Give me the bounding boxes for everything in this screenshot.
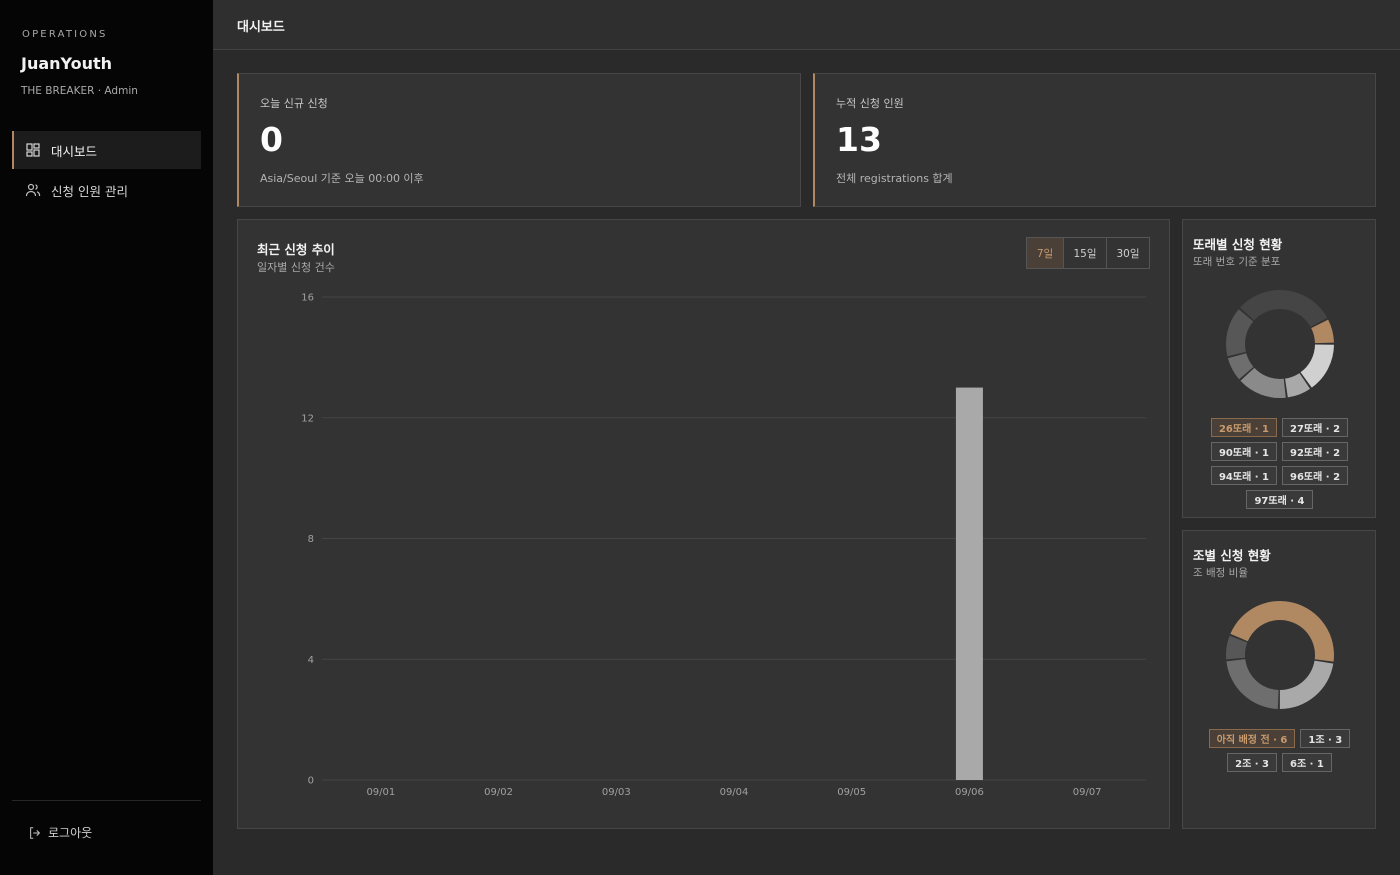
- logout-icon: [30, 826, 41, 839]
- logout-button[interactable]: 로그아웃: [28, 824, 92, 841]
- x-tick-label: 09/04: [720, 787, 749, 798]
- section-label: OPERATIONS: [22, 29, 108, 40]
- stat-label: 오늘 신규 신청: [260, 97, 328, 110]
- x-tick-label: 09/06: [955, 787, 984, 798]
- x-tick-label: 09/02: [484, 787, 513, 798]
- card-subtitle: 조 배정 비율: [1193, 567, 1248, 579]
- logout-label: 로그아웃: [48, 826, 93, 840]
- y-tick-label: 4: [308, 655, 314, 666]
- stat-subtext: 전체 registrations 합계: [836, 172, 953, 185]
- donut-slice[interactable]: [1226, 659, 1279, 709]
- cohort-donut-chart: [1226, 290, 1334, 398]
- donut-slice[interactable]: [1300, 344, 1334, 388]
- legend-chip: 아직 배정 전 · 6: [1208, 729, 1296, 748]
- x-tick-label: 09/03: [602, 787, 631, 798]
- y-tick-label: 12: [301, 413, 314, 424]
- sidebar-item-dashboard[interactable]: 대시보드: [12, 131, 201, 169]
- legend-chip: 1조 · 3: [1300, 729, 1351, 748]
- sidebar-item-label: 대시보드: [51, 143, 98, 159]
- chart-subtitle: 일자별 신청 건수: [257, 261, 335, 274]
- donut-slice[interactable]: [1227, 353, 1254, 380]
- cohort-legend: 26또래 · 1 27또래 · 2 90또래 · 1 92또래 · 2 94또래…: [1183, 418, 1376, 509]
- card-title: 조별 신청 현황: [1193, 548, 1271, 563]
- legend-chip: 26또래 · 1: [1210, 418, 1277, 437]
- users-icon: [25, 182, 41, 198]
- card-subtitle: 또래 번호 기준 분포: [1193, 256, 1281, 268]
- brand-name: JuanYouth: [21, 54, 113, 73]
- page-title: 대시보드: [237, 20, 285, 35]
- stat-subtext: Asia/Seoul 기준 오늘 00:00 이후: [260, 172, 424, 185]
- cohort-card: 또래별 신청 현황 또래 번호 기준 분포 26또래 · 1 27또래 · 2 …: [1182, 219, 1376, 518]
- range-30d-button[interactable]: 30일: [1106, 238, 1149, 268]
- donut-slice[interactable]: [1311, 319, 1334, 344]
- stat-label: 누적 신청 인원: [836, 97, 904, 110]
- card-title: 또래별 신청 현황: [1193, 237, 1283, 252]
- range-7d-button[interactable]: 7일: [1027, 238, 1063, 268]
- dashboard-grid-icon: [25, 142, 41, 158]
- stat-value: 13: [836, 120, 882, 159]
- x-tick-label: 09/07: [1073, 787, 1102, 798]
- donut-slice[interactable]: [1226, 309, 1254, 357]
- chart-title: 최근 신청 추이: [257, 242, 335, 257]
- legend-chip: 92또래 · 2: [1282, 442, 1349, 461]
- legend-chip: 94또래 · 1: [1210, 466, 1277, 485]
- donut-slice[interactable]: [1240, 367, 1286, 398]
- top-header: 대시보드: [213, 0, 1400, 50]
- sidebar-item-label: 신청 인원 관리: [51, 183, 128, 199]
- legend-chip: 97또래 · 4: [1246, 490, 1313, 509]
- sidebar-divider: [12, 800, 201, 801]
- team-card: 조별 신청 현황 조 배정 비율 아직 배정 전 · 6 1조 · 3 2조 ·…: [1182, 530, 1376, 829]
- team-legend: 아직 배정 전 · 6 1조 · 3 2조 · 3 6조 · 1: [1183, 729, 1376, 772]
- bar[interactable]: [955, 387, 983, 780]
- donut-slice[interactable]: [1240, 290, 1328, 327]
- donut-slice[interactable]: [1279, 660, 1334, 709]
- trend-chart-card: 0 4 8 12 16 09/01 09/02 09/03 09/04 09/05 09/06 09/…: [237, 219, 1170, 829]
- legend-chip: 90또래 · 1: [1210, 442, 1277, 461]
- donut-slice[interactable]: [1230, 601, 1334, 662]
- x-tick-label: 09/05: [837, 787, 866, 798]
- stat-value: 0: [260, 120, 283, 159]
- trend-bar-chart: 0 4 8 12 16 09/01 09/02 09/03 09/04 09/05 09/06 09/…: [301, 293, 1146, 798]
- stat-card-today: 오늘 신규 신청 0 Asia/Seoul 기준 오늘 00:00 이후: [237, 73, 801, 207]
- donut-slice[interactable]: [1285, 373, 1311, 398]
- legend-chip: 2조 · 3: [1227, 753, 1277, 772]
- legend-chip: 27또래 · 2: [1282, 418, 1349, 437]
- team-donut-chart: [1226, 601, 1334, 709]
- range-toggle: 7일 15일 30일: [1026, 237, 1150, 269]
- x-tick-label: 09/01: [366, 787, 395, 798]
- legend-chip: 6조 · 1: [1282, 753, 1332, 772]
- donut-slice[interactable]: [1226, 635, 1248, 660]
- y-tick-label: 0: [308, 776, 314, 787]
- sidebar-item-registrants[interactable]: 신청 인원 관리: [12, 171, 201, 209]
- y-tick-label: 8: [308, 534, 314, 545]
- y-tick-label: 16: [301, 293, 314, 304]
- stat-card-total: 누적 신청 인원 13 전체 registrations 합계: [813, 73, 1376, 207]
- sidebar: OPERATIONS JuanYouth THE BREAKER · Admin…: [0, 0, 213, 875]
- range-15d-button[interactable]: 15일: [1063, 238, 1106, 268]
- brand-subtitle: THE BREAKER · Admin: [21, 85, 138, 97]
- legend-chip: 96또래 · 2: [1282, 466, 1349, 485]
